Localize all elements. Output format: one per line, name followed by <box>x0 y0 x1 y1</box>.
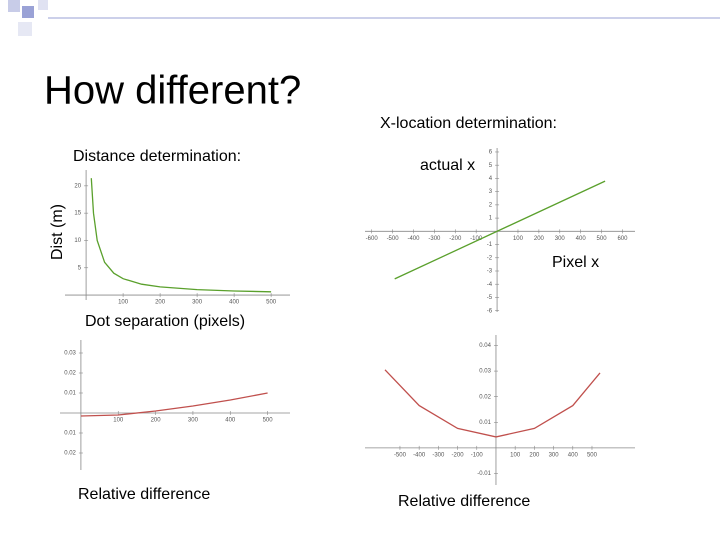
x-tick-label: -200 <box>452 452 465 458</box>
x-tick-label: 200 <box>534 236 545 242</box>
x-tick-label: -100 <box>471 452 484 458</box>
x-tick-label: 300 <box>555 236 566 242</box>
header-decoration <box>8 0 720 36</box>
y-tick-label: 1 <box>489 216 493 222</box>
x-tick-label: -600 <box>366 236 379 242</box>
x-tick-label: 500 <box>587 452 598 458</box>
y-tick-label: 5 <box>489 163 493 169</box>
y-tick-label: 0.01 <box>479 420 491 426</box>
data-line <box>90 178 272 293</box>
x-tick-label: 200 <box>529 452 540 458</box>
x-tick-label: -500 <box>387 236 400 242</box>
deco-square <box>18 22 32 36</box>
x-tick-label: 500 <box>266 300 277 306</box>
deco-square <box>22 6 34 18</box>
y-tick-label: -3 <box>487 269 493 275</box>
x-tick-label: -300 <box>432 452 445 458</box>
x-tick-label: -400 <box>407 236 420 242</box>
y-tick-label: -5 <box>487 295 493 301</box>
x-tick-label: 600 <box>617 236 628 242</box>
x-tick-label: 500 <box>597 236 608 242</box>
x-tick-label: 300 <box>192 300 203 306</box>
y-tick-label: -0.01 <box>477 471 491 477</box>
x-tick-label: 300 <box>549 452 560 458</box>
x-tick-label: 400 <box>576 236 587 242</box>
x-tick-label: 200 <box>151 418 162 424</box>
data-line <box>394 180 606 280</box>
y-tick-label: 6 <box>489 150 493 156</box>
y-tick-label: -2 <box>487 255 493 261</box>
x-tick-label: 400 <box>229 300 240 306</box>
y-tick-label: 10 <box>74 238 81 244</box>
chart-title: X-location determination: <box>380 115 557 132</box>
data-line <box>80 392 268 417</box>
y-tick-label: 0.01 <box>64 391 76 397</box>
x-tick-label: -300 <box>428 236 441 242</box>
y-axis-label: actual x <box>420 157 475 174</box>
x-tick-label: 300 <box>188 418 199 424</box>
x-axis-label: Dot separation (pixels) <box>85 313 245 330</box>
x-tick-label: -200 <box>449 236 462 242</box>
x-tick-label: 100 <box>113 418 124 424</box>
x-tick-label: 100 <box>118 300 129 306</box>
y-tick-label: -4 <box>487 282 493 288</box>
y-tick-label: 2 <box>489 202 493 208</box>
data-line <box>384 369 601 438</box>
y-tick-label: 5 <box>78 265 82 271</box>
x-tick-label: 400 <box>568 452 579 458</box>
chart-title: Distance determination: <box>73 148 241 165</box>
chart-caption: Relative difference <box>398 493 530 510</box>
y-tick-label: 4 <box>489 176 493 182</box>
x-tick-label: -400 <box>413 452 426 458</box>
y-axis-label: Dist (m) <box>49 204 66 260</box>
y-tick-label: 20 <box>74 183 81 189</box>
y-tick-label: 0.03 <box>64 351 76 357</box>
deco-square <box>8 0 20 12</box>
y-tick-label: 0.03 <box>479 369 491 375</box>
deco-square <box>38 0 48 10</box>
chart-caption: Relative difference <box>78 486 210 503</box>
x-axis-label: Pixel x <box>552 254 599 271</box>
x-tick-label: 200 <box>155 300 166 306</box>
y-tick-label: 0.01 <box>64 431 76 437</box>
slide-title: How different? <box>44 69 301 113</box>
y-tick-label: -1 <box>487 242 493 248</box>
y-tick-label: 0.02 <box>479 394 491 400</box>
y-tick-label: 0.04 <box>479 343 491 349</box>
x-tick-label: 400 <box>225 418 236 424</box>
x-tick-label: 100 <box>513 236 524 242</box>
x-tick-label: 500 <box>263 418 274 424</box>
y-tick-label: 3 <box>489 189 493 195</box>
y-tick-label: -6 <box>487 308 493 314</box>
x-tick-label: 100 <box>510 452 521 458</box>
y-tick-label: 0.02 <box>64 451 76 457</box>
x-tick-label: -100 <box>470 236 483 242</box>
y-tick-label: 0.02 <box>64 371 76 377</box>
y-tick-label: 15 <box>74 211 81 217</box>
x-tick-label: -500 <box>394 452 407 458</box>
